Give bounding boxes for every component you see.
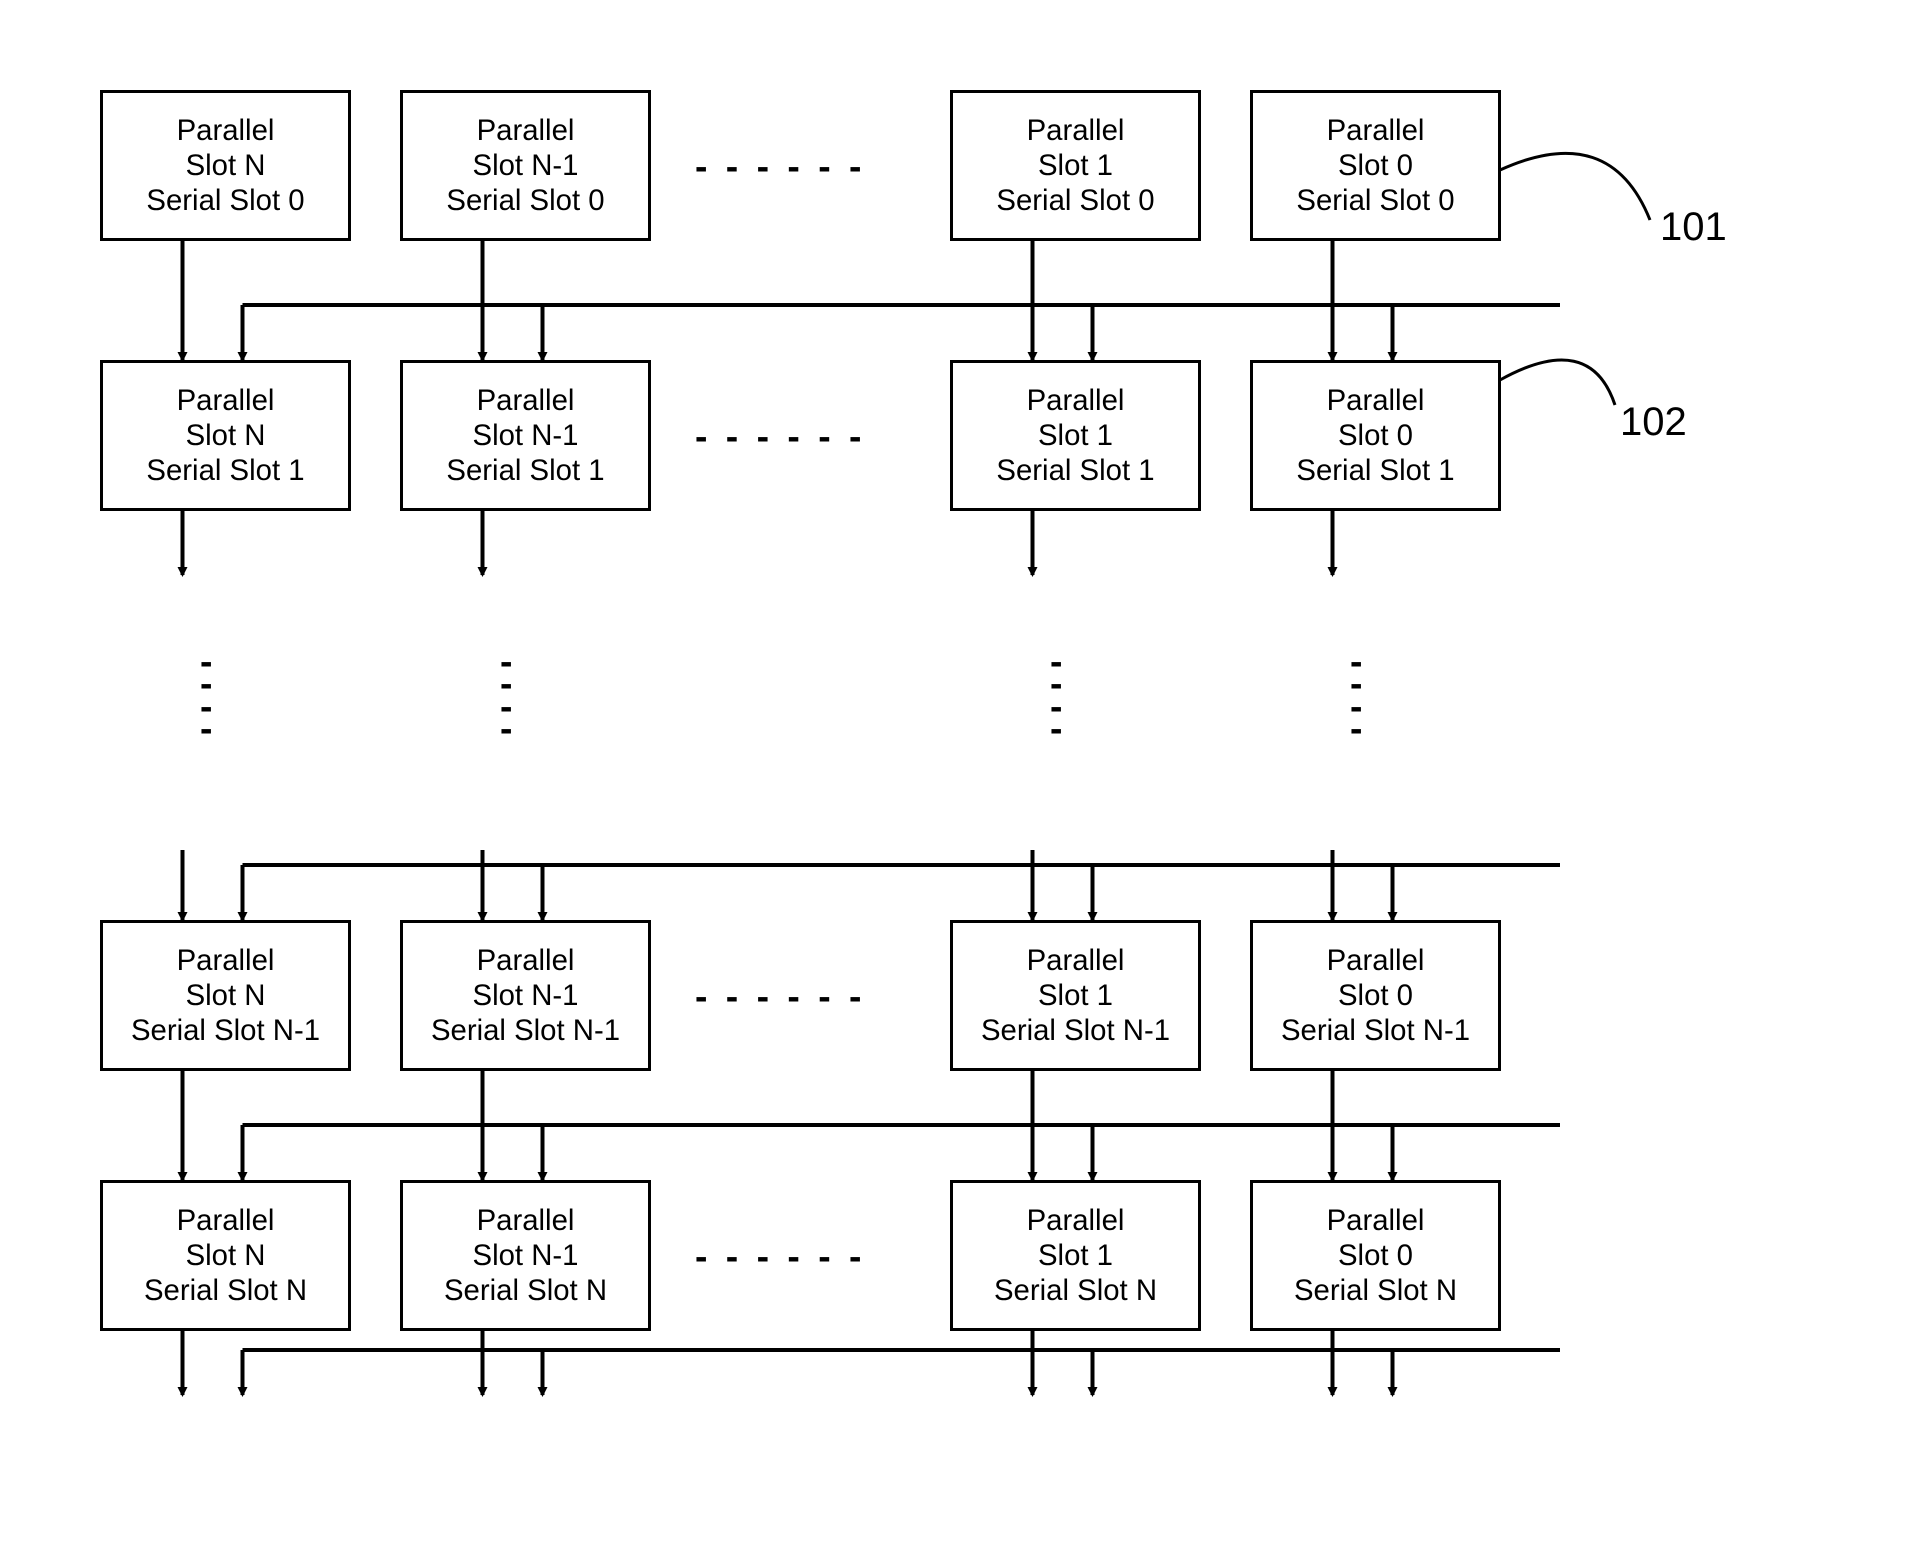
node-serial-slot: Serial Slot N-1 <box>103 1013 348 1048</box>
hdash-1: - - - - - - <box>695 415 865 458</box>
slot-node-c1-r2: ParallelSlot N-1Serial Slot N-1 <box>400 920 651 1071</box>
node-parallel-slot: Slot 1 <box>953 418 1198 453</box>
vdash-3: ---- <box>1350 650 1362 740</box>
node-parallel-slot: Slot 0 <box>1253 1238 1498 1273</box>
node-parallel-label: Parallel <box>103 113 348 148</box>
slot-node-c2-r0: ParallelSlot 1Serial Slot 0 <box>950 90 1201 241</box>
node-parallel-slot: Slot 0 <box>1253 418 1498 453</box>
slot-node-c1-r3: ParallelSlot N-1Serial Slot N <box>400 1180 651 1331</box>
node-parallel-slot: Slot N-1 <box>403 418 648 453</box>
node-serial-slot: Serial Slot 0 <box>1253 183 1498 218</box>
node-serial-slot: Serial Slot 1 <box>103 453 348 488</box>
node-parallel-label: Parallel <box>103 1203 348 1238</box>
hdash-0: - - - - - - <box>695 145 865 188</box>
node-parallel-label: Parallel <box>103 943 348 978</box>
node-parallel-slot: Slot N-1 <box>403 1238 648 1273</box>
slot-node-c0-r3: ParallelSlot NSerial Slot N <box>100 1180 351 1331</box>
slot-node-c2-r2: ParallelSlot 1Serial Slot N-1 <box>950 920 1201 1071</box>
slot-node-c0-r1: ParallelSlot NSerial Slot 1 <box>100 360 351 511</box>
node-parallel-label: Parallel <box>403 383 648 418</box>
node-parallel-label: Parallel <box>1253 383 1498 418</box>
node-serial-slot: Serial Slot 0 <box>103 183 348 218</box>
vdash-seg: - <box>1050 717 1062 739</box>
node-parallel-slot: Slot N <box>103 978 348 1013</box>
node-serial-slot: Serial Slot N-1 <box>953 1013 1198 1048</box>
node-serial-slot: Serial Slot 1 <box>403 453 648 488</box>
node-parallel-label: Parallel <box>953 113 1198 148</box>
slot-node-c1-r0: ParallelSlot N-1Serial Slot 0 <box>400 90 651 241</box>
node-parallel-slot: Slot N <box>103 148 348 183</box>
node-parallel-label: Parallel <box>103 383 348 418</box>
node-serial-slot: Serial Slot N-1 <box>403 1013 648 1048</box>
slot-node-c0-r0: ParallelSlot NSerial Slot 0 <box>100 90 351 241</box>
slot-node-c3-r2: ParallelSlot 0Serial Slot N-1 <box>1250 920 1501 1071</box>
node-parallel-label: Parallel <box>1253 113 1498 148</box>
slot-node-c3-r3: ParallelSlot 0Serial Slot N <box>1250 1180 1501 1331</box>
node-serial-slot: Serial Slot 1 <box>953 453 1198 488</box>
node-parallel-slot: Slot N <box>103 418 348 453</box>
node-parallel-label: Parallel <box>953 943 1198 978</box>
vdash-seg: - <box>200 717 212 739</box>
node-parallel-slot: Slot 1 <box>953 148 1198 183</box>
node-parallel-slot: Slot 0 <box>1253 978 1498 1013</box>
slot-node-c2-r3: ParallelSlot 1Serial Slot N <box>950 1180 1201 1331</box>
node-serial-slot: Serial Slot 0 <box>953 183 1198 218</box>
slot-node-c2-r1: ParallelSlot 1Serial Slot 1 <box>950 360 1201 511</box>
slot-node-c3-r0: ParallelSlot 0Serial Slot 0 <box>1250 90 1501 241</box>
node-parallel-slot: Slot 1 <box>953 1238 1198 1273</box>
node-parallel-label: Parallel <box>953 1203 1198 1238</box>
node-serial-slot: Serial Slot N-1 <box>1253 1013 1498 1048</box>
node-parallel-label: Parallel <box>403 943 648 978</box>
node-parallel-label: Parallel <box>1253 943 1498 978</box>
vdash-1: ---- <box>500 650 512 740</box>
slot-node-c1-r1: ParallelSlot N-1Serial Slot 1 <box>400 360 651 511</box>
callout-label-102: 102 <box>1620 400 1687 445</box>
hdash-3: - - - - - - <box>695 1235 865 1278</box>
node-serial-slot: Serial Slot 0 <box>403 183 648 218</box>
node-serial-slot: Serial Slot N <box>403 1273 648 1308</box>
node-serial-slot: Serial Slot N <box>1253 1273 1498 1308</box>
vdash-seg: - <box>500 717 512 739</box>
diagram-canvas: ParallelSlot NSerial Slot 0ParallelSlot … <box>0 0 1912 1567</box>
node-serial-slot: Serial Slot N <box>103 1273 348 1308</box>
node-serial-slot: Serial Slot N <box>953 1273 1198 1308</box>
vdash-seg: - <box>1350 717 1362 739</box>
node-parallel-label: Parallel <box>403 113 648 148</box>
node-serial-slot: Serial Slot 1 <box>1253 453 1498 488</box>
hdash-2: - - - - - - <box>695 975 865 1018</box>
node-parallel-slot: Slot 0 <box>1253 148 1498 183</box>
callout-label-101: 101 <box>1660 205 1727 250</box>
slot-node-c3-r1: ParallelSlot 0Serial Slot 1 <box>1250 360 1501 511</box>
vdash-2: ---- <box>1050 650 1062 740</box>
node-parallel-label: Parallel <box>1253 1203 1498 1238</box>
node-parallel-slot: Slot 1 <box>953 978 1198 1013</box>
node-parallel-slot: Slot N <box>103 1238 348 1273</box>
node-parallel-slot: Slot N-1 <box>403 978 648 1013</box>
node-parallel-label: Parallel <box>403 1203 648 1238</box>
slot-node-c0-r2: ParallelSlot NSerial Slot N-1 <box>100 920 351 1071</box>
node-parallel-slot: Slot N-1 <box>403 148 648 183</box>
vdash-0: ---- <box>200 650 212 740</box>
node-parallel-label: Parallel <box>953 383 1198 418</box>
